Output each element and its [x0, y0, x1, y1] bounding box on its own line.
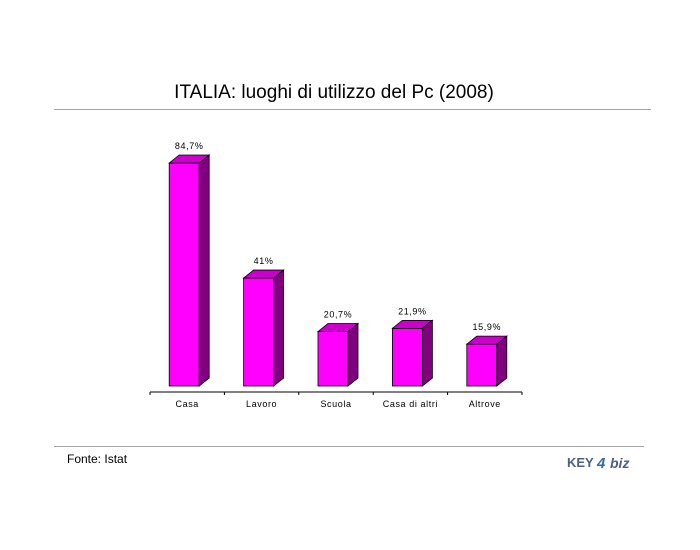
bar-value-label: 41% — [254, 256, 274, 266]
x-tick-label: Casa di altri — [383, 399, 438, 409]
bars-group — [168, 154, 508, 387]
bar-side — [496, 335, 508, 387]
bar-front — [391, 327, 423, 387]
chart-title: ITALIA: luoghi di utilizzo del Pc (2008) — [174, 82, 494, 103]
bar-side — [198, 154, 210, 387]
bar-front — [168, 162, 200, 387]
key4biz-logo: KEY 4 biz — [567, 455, 629, 472]
bar-side — [421, 319, 433, 387]
x-tick-label: Casa — [175, 399, 198, 409]
logo-text-digit: 4 — [596, 455, 606, 472]
bar — [316, 322, 360, 387]
logo-text-biz: biz — [610, 455, 629, 471]
bar-value-label: 84,7% — [175, 141, 204, 151]
labels-group: 84,7% Casa 41% Lavoro 20,7% Scuola 21,9% Casa d… — [175, 141, 501, 409]
footer-divider — [54, 446, 644, 447]
bar-chart: 84,7% Casa 41% Lavoro 20,7% Scuola 21,9% Casa d… — [149, 141, 523, 409]
bar-side — [273, 269, 285, 387]
bar-front — [466, 343, 498, 387]
bar-side — [347, 322, 359, 387]
bar — [465, 335, 508, 387]
bar-value-label: 15,9% — [473, 322, 502, 332]
x-tick-label: Altrove — [469, 399, 501, 409]
bar-front — [317, 331, 349, 387]
logo-text-key: KEY — [567, 455, 594, 470]
axis-group — [149, 391, 523, 395]
bar-front — [243, 277, 275, 387]
source-note: Fonte: Istat — [67, 452, 128, 466]
bar — [168, 154, 211, 387]
bar — [391, 319, 434, 387]
bar — [242, 269, 285, 387]
x-tick-label: Scuola — [320, 399, 351, 409]
x-tick-label: Lavoro — [246, 399, 277, 409]
title-divider — [54, 109, 651, 110]
bar-value-label: 20,7% — [324, 310, 353, 320]
bar-value-label: 21,9% — [398, 306, 427, 316]
